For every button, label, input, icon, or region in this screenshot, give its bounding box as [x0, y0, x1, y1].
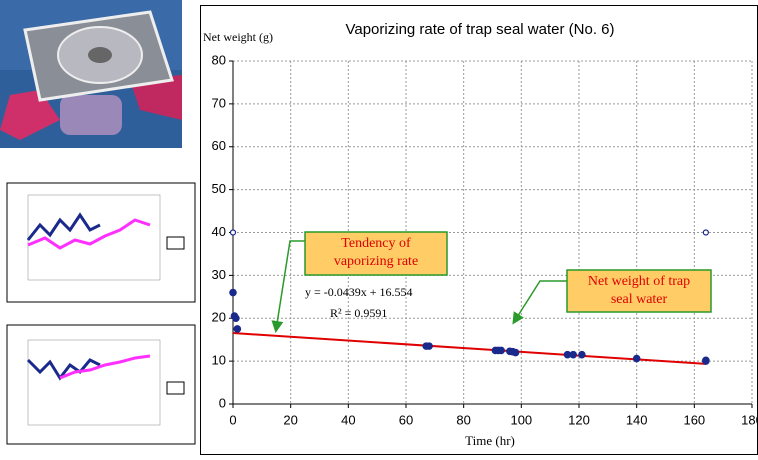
mini-chart: [7, 325, 195, 444]
annotation-text: vaporizing rate: [334, 254, 418, 269]
y-tick-label: 70: [212, 95, 226, 110]
y-tick-label: 10: [212, 353, 226, 368]
data-point: [633, 355, 640, 362]
mini-chart: [7, 183, 195, 302]
y-tick-label: 50: [212, 181, 226, 196]
x-tick-label: 40: [341, 412, 355, 427]
y-tick-label: 80: [212, 52, 226, 67]
x-tick-label: 0: [229, 412, 236, 427]
data-point: [512, 349, 519, 356]
y-tick-label: 30: [212, 267, 226, 282]
page: Vaporizing rate of trap seal water (No. …: [0, 0, 758, 455]
data-point: [234, 326, 241, 333]
y-tick-label: 40: [212, 224, 226, 239]
data-point: [579, 351, 586, 358]
data-point: [426, 343, 433, 350]
x-tick-label: 120: [568, 412, 590, 427]
y-axis-label: Net weight (g): [203, 30, 273, 44]
x-tick-label: 180: [741, 412, 758, 427]
trendline-equation: y = -0.0439x + 16.554: [305, 285, 413, 299]
photo-thumbnail: [0, 0, 182, 148]
x-tick-label: 80: [456, 412, 470, 427]
data-point: [703, 230, 708, 235]
y-tick-label: 60: [212, 138, 226, 153]
data-point: [233, 315, 240, 322]
x-tick-label: 160: [683, 412, 705, 427]
data-point: [703, 358, 710, 365]
annotation-text: Net weight of trap: [588, 274, 690, 289]
x-tick-label: 140: [626, 412, 648, 427]
x-tick-label: 60: [399, 412, 413, 427]
data-point: [230, 289, 237, 296]
y-tick-label: 0: [219, 395, 226, 410]
data-point: [498, 347, 505, 354]
x-axis-label: Time (hr): [465, 433, 515, 448]
data-point: [231, 230, 236, 235]
y-tick-label: 20: [212, 310, 226, 325]
x-tick-label: 20: [283, 412, 297, 427]
chart-title: Vaporizing rate of trap seal water (No. …: [345, 21, 614, 38]
chart-frame: [201, 6, 758, 455]
annotation-text: Tendency of: [341, 236, 411, 251]
x-tick-label: 100: [510, 412, 532, 427]
trendline-r2: R² = 0.9591: [330, 306, 387, 320]
data-point: [570, 351, 577, 358]
annotation-text: seal water: [611, 292, 668, 307]
